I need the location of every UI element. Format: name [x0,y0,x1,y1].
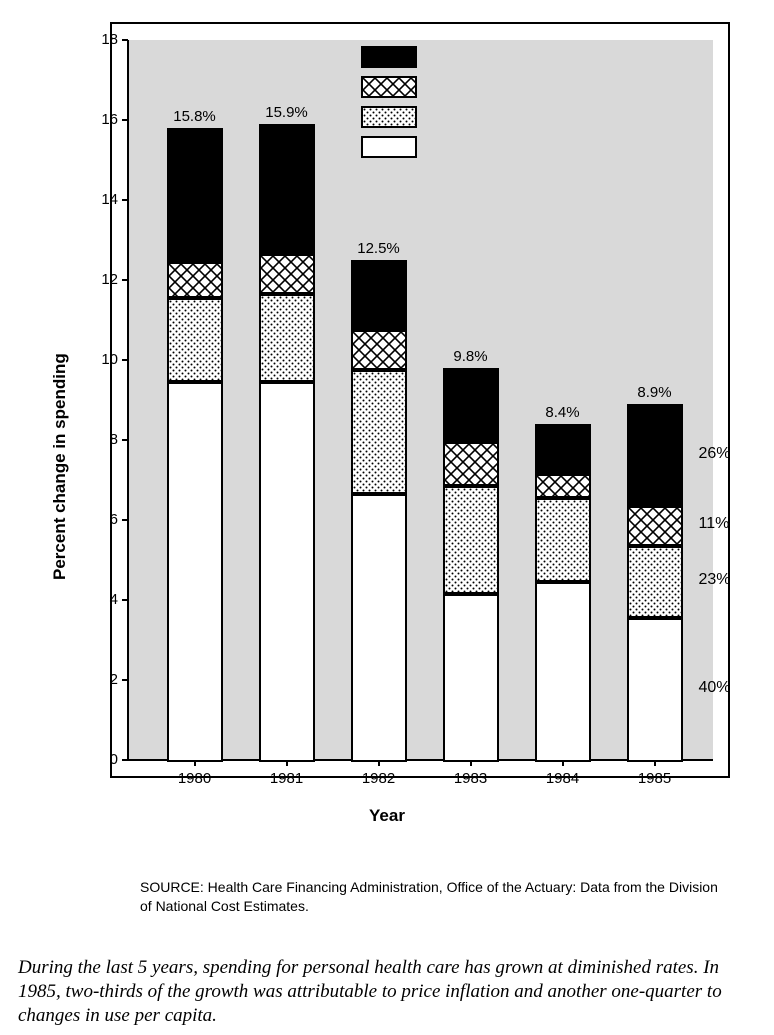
bar-segment-dots [259,294,315,382]
bar-segment-dots [535,498,591,582]
bar-segment-black [627,406,683,506]
bar-top-label: 15.9% [265,104,308,121]
x-tick-label: 1981 [270,770,303,787]
bar-segment-cross [443,442,499,486]
y-tick-label: 2 [88,671,118,688]
y-tick-label: 8 [88,431,118,448]
bar-segment-cross [167,262,223,298]
x-tick [562,760,564,766]
bar-top-label: 15.8% [173,108,216,125]
bar-segment-cross [535,474,591,498]
pattern-fill [445,444,497,484]
pattern-fill [537,476,589,496]
bar-segment-dots [443,486,499,594]
x-tick [470,760,472,766]
pattern-fill [537,500,589,580]
bar-segment-cross [259,254,315,294]
x-tick [286,760,288,766]
bar-segment-white [535,582,591,762]
pattern-fill [261,296,313,380]
bar-segment-dots [351,370,407,494]
bar-segment-cross [351,330,407,370]
legend-swatch-dots [361,106,417,128]
pattern-fill [445,488,497,592]
bar-top-label: 12.5% [357,240,400,257]
side-percent-cross: 11% [699,515,730,533]
bar-segment-cross [627,506,683,546]
bar-segment-white [443,594,499,762]
legend-swatch-cross [361,76,417,98]
pattern-fill [169,300,221,380]
axis-line [127,40,129,760]
legend-swatch-white [361,136,417,158]
side-percent-black: 26% [699,445,731,463]
bar-segment-black [259,126,315,254]
bar-segment-black [351,262,407,330]
bar-segment-white [351,494,407,762]
bar [627,404,683,760]
bar [351,260,407,760]
x-tick [194,760,196,766]
x-tick-label: 1980 [178,770,211,787]
y-axis-title: Percent change in spending [50,353,70,580]
bar [167,128,223,760]
pattern-fill [353,372,405,492]
y-tick-label: 6 [88,511,118,528]
bar-segment-black [443,370,499,442]
bar [259,124,315,760]
x-tick-label: 1984 [546,770,579,787]
bar [535,424,591,760]
x-axis-title: Year [0,806,774,826]
source-text: SOURCE: Health Care Financing Administra… [140,878,730,916]
y-tick-label: 0 [88,751,118,768]
x-tick-label: 1982 [362,770,395,787]
side-percent-dots: 23% [699,571,731,589]
y-tick-label: 4 [88,591,118,608]
x-tick-label: 1983 [454,770,487,787]
bar-segment-white [627,618,683,762]
pattern-fill [353,332,405,368]
side-percent-white: 40% [699,679,731,697]
bar-top-label: 8.4% [545,404,579,421]
pattern-fill [169,264,221,296]
bar-segment-black [535,426,591,474]
bar-segment-black [167,130,223,262]
bar-segment-dots [167,298,223,382]
x-tick [378,760,380,766]
bar-segment-white [167,382,223,762]
bar-top-label: 8.9% [637,384,671,401]
y-tick-label: 10 [88,351,118,368]
legend-swatch-black [361,46,417,68]
page: { "chart": { "type": "bar", "title": nul… [0,0,774,1035]
bar-top-label: 9.8% [453,348,487,365]
x-tick [654,760,656,766]
caption-text: During the last 5 years, spending for pe… [18,956,756,1027]
pattern-fill [261,256,313,292]
bar [443,368,499,760]
x-tick-label: 1985 [638,770,671,787]
pattern-fill [629,508,681,544]
y-tick-label: 12 [88,271,118,288]
pattern-fill [629,548,681,616]
y-tick-label: 18 [88,31,118,48]
y-tick-label: 14 [88,191,118,208]
bar-segment-white [259,382,315,762]
bar-segment-dots [627,546,683,618]
y-tick-label: 16 [88,111,118,128]
